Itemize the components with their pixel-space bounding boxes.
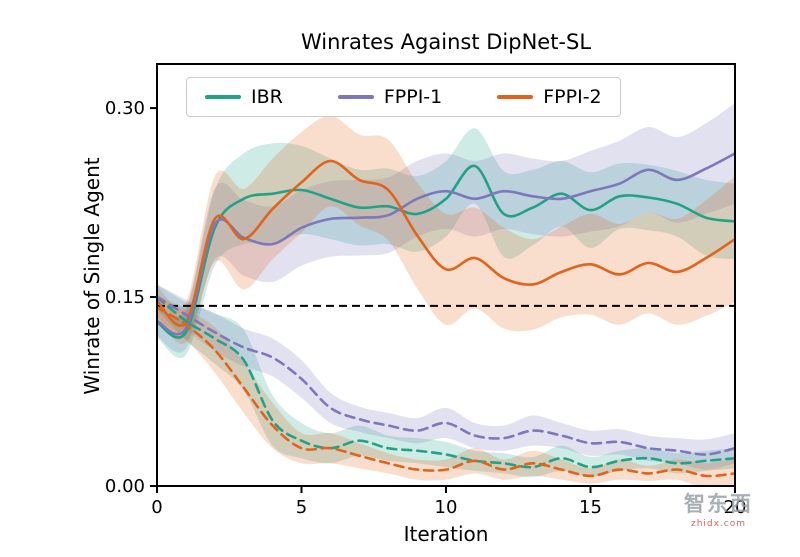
confidence-bands xyxy=(157,103,735,486)
chart-title: Winrates Against DipNet-SL xyxy=(300,30,592,54)
legend-item-fppi-2: FPPI-2 xyxy=(497,86,602,108)
band-FPPI-2-solid xyxy=(157,115,735,345)
x-tick-label: 5 xyxy=(296,497,307,518)
y-tick-label: 0.30 xyxy=(105,98,145,119)
x-tick-label: 15 xyxy=(579,497,602,518)
legend-line-swatch xyxy=(497,95,534,99)
watermark-subtext: zhidx.com xyxy=(690,519,747,529)
x-tick-label: 10 xyxy=(435,497,458,518)
band-FPPI-2-dashed xyxy=(157,294,735,486)
legend-line-swatch xyxy=(337,95,374,99)
series-lines xyxy=(157,152,735,478)
band-FPPI-1-dashed xyxy=(157,284,735,470)
watermark: 智东西 zhidx.com xyxy=(684,488,753,529)
line-IBR-solid xyxy=(157,164,735,339)
legend-line-swatch xyxy=(205,95,241,99)
line-FPPI-1-dashed xyxy=(157,295,735,456)
y-tick-label: 0.00 xyxy=(105,476,145,497)
x-tick-label: 20 xyxy=(724,497,747,518)
legend-label: FPPI-2 xyxy=(543,86,602,108)
legend-label: FPPI-1 xyxy=(383,86,443,108)
x-tick-label: 0 xyxy=(151,497,162,518)
legend-item-ibr: IBR xyxy=(205,86,283,108)
line-IBR-dashed xyxy=(157,295,735,469)
band-IBR-dashed xyxy=(157,284,735,478)
band-FPPI-1-solid xyxy=(157,103,735,353)
band-IBR-solid xyxy=(157,128,735,359)
legend: IBR FPPI-1 FPPI-2 xyxy=(186,77,621,117)
line-FPPI-2-dashed xyxy=(157,305,735,478)
line-FPPI-2-solid xyxy=(157,159,735,327)
legend-label: IBR xyxy=(251,86,283,108)
watermark-text: 智东西 xyxy=(684,492,753,516)
y-tick-label: 0.15 xyxy=(105,287,145,308)
y-axis-label: Winrate of Single Agent xyxy=(80,157,104,395)
legend-item-fppi-1: FPPI-1 xyxy=(337,86,443,108)
x-axis-label: Iteration xyxy=(403,522,489,546)
